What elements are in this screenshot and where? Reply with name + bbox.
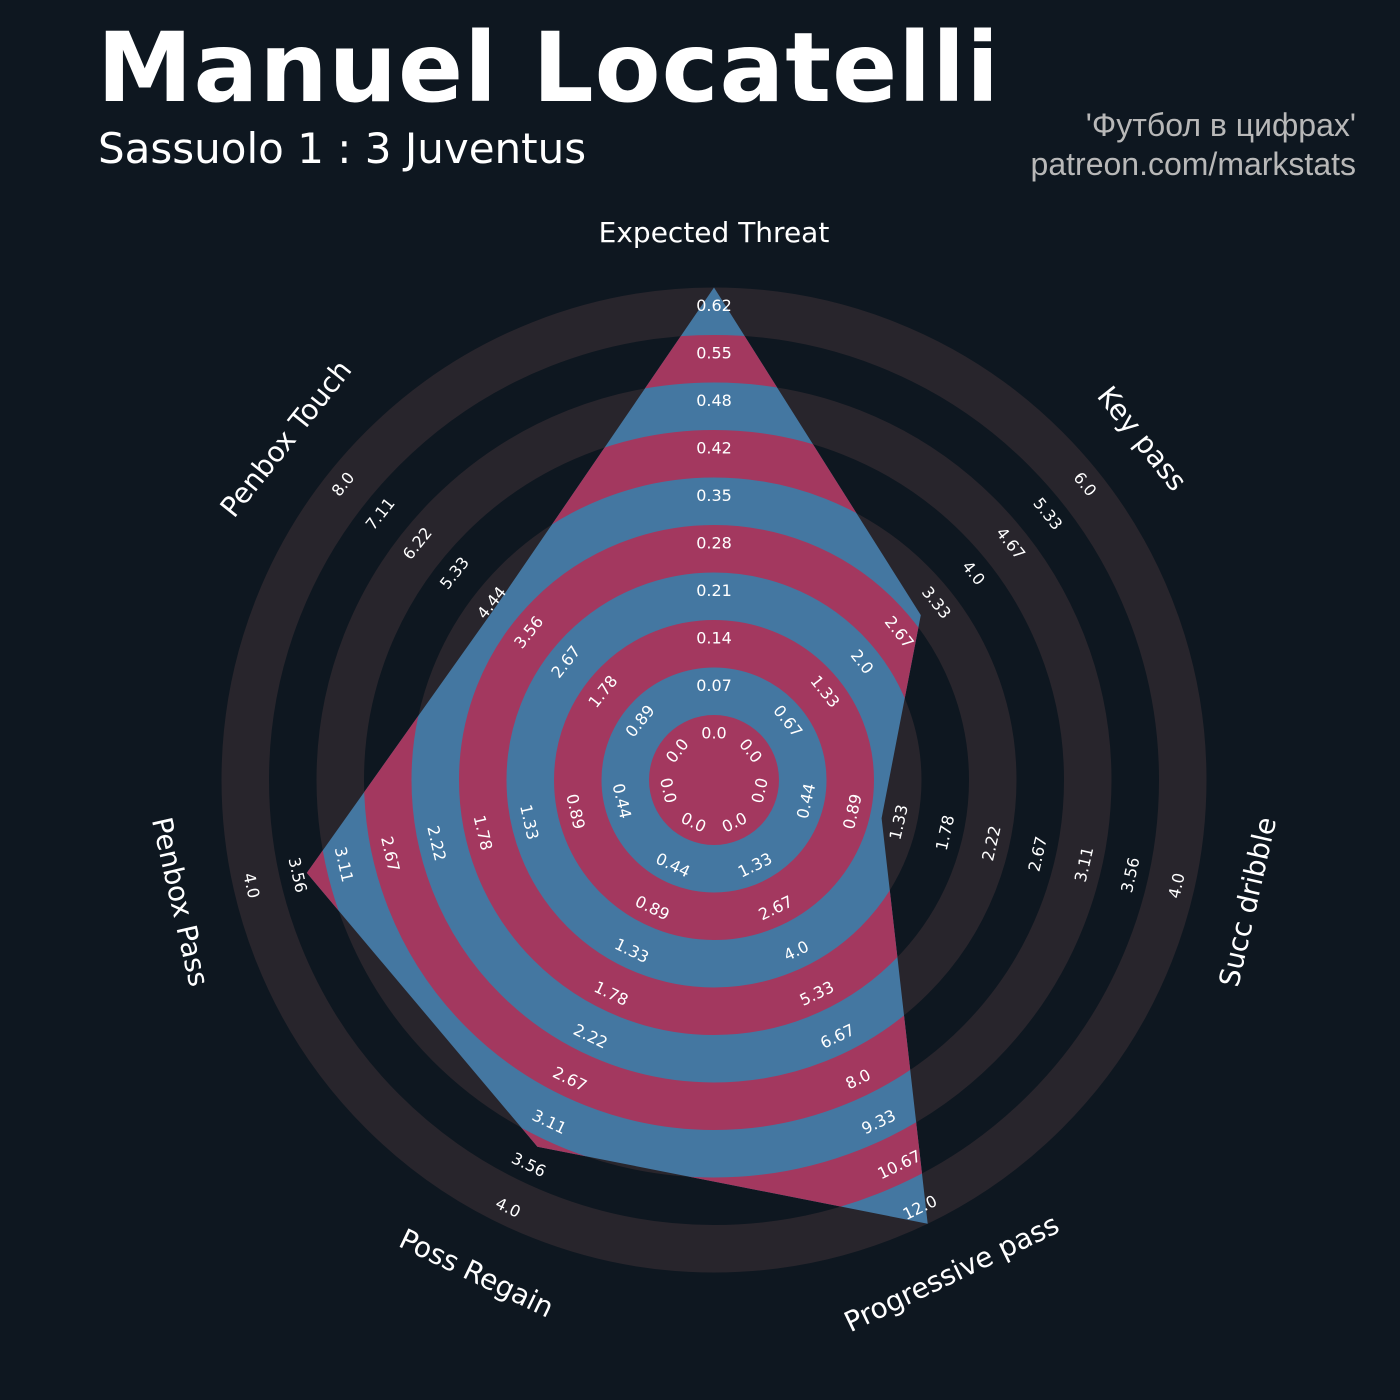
tick-label: 0.14 (696, 629, 732, 648)
player-band-5 (364, 430, 928, 1130)
player-band-center (649, 715, 779, 845)
param-label: Succ dribble (1213, 814, 1284, 990)
tick-label: 3.56 (284, 856, 310, 895)
param-label: Expected Threat (599, 216, 830, 249)
tick-label: 0.35 (696, 486, 732, 505)
player-band-1 (554, 620, 874, 940)
tick-label: 2.67 (1024, 834, 1050, 873)
tick-label: 3.56 (509, 1148, 549, 1181)
tick-label: 4.0 (958, 557, 989, 589)
tick-label: 0.42 (696, 439, 732, 458)
credit-line-2: patreon.com/markstats (1030, 146, 1356, 182)
tick-label: 0.62 (696, 296, 732, 315)
player-band-3 (459, 525, 928, 1035)
match-subtitle: Sassuolo 1 : 3 Juventus (98, 124, 587, 173)
tick-label: 0.28 (696, 534, 732, 553)
tick-label: 0.07 (696, 676, 732, 695)
credit-line-1: 'Футбол в цифрах' (1085, 107, 1356, 143)
tick-label: 0.48 (696, 391, 732, 410)
tick-label: 3.56 (1117, 856, 1143, 895)
param-label: Key pass (1091, 380, 1194, 497)
tick-label: 1.78 (932, 813, 958, 852)
tick-label: 0.55 (696, 344, 732, 363)
page-title: Manuel Locatelli (97, 12, 1000, 124)
param-label: Penbox Pass (145, 814, 216, 989)
tick-label: 0.0 (701, 724, 726, 743)
tick-label: 0.21 (696, 581, 732, 600)
